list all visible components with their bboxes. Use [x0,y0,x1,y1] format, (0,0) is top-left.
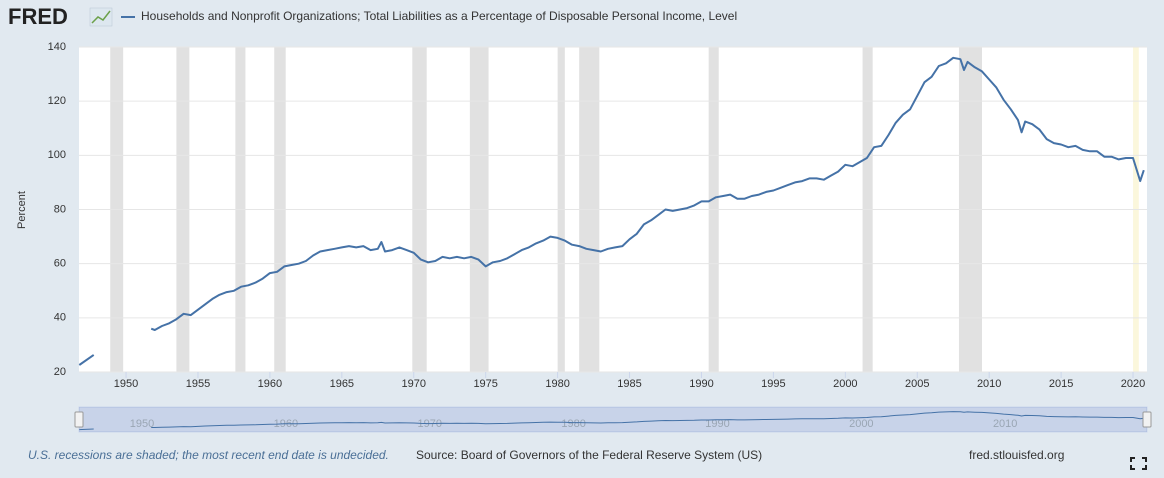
source: Source: Board of Governors of the Federa… [416,448,762,462]
fullscreen-button[interactable] [1130,457,1147,470]
logo-icon [89,7,113,27]
x-tick-label: 1955 [186,378,210,390]
x-tick-label: 2005 [905,378,929,390]
logo: FRED [8,4,68,29]
y-tick-label: 140 [48,41,66,53]
site: fred.stlouisfed.org [969,448,1064,462]
y-tick-label: 80 [54,203,66,215]
x-tick-label: 2015 [1049,378,1073,390]
x-tick-label: 2000 [833,378,857,390]
x-tick-label: 1990 [689,378,713,390]
x-tick-label: 1980 [545,378,569,390]
legend-label: Households and Nonprofit Organizations; … [141,9,737,23]
navigator-tick-label: 2000 [849,418,873,430]
y-tick-label: 40 [54,312,66,324]
x-tick-label: 1985 [617,378,641,390]
footnote: U.S. recessions are shaded; the most rec… [28,448,389,462]
y-tick-label: 20 [54,366,66,378]
data-line [79,411,1144,431]
x-tick-label: 1950 [114,378,138,390]
navigator-tick-label: 2010 [993,418,1017,430]
x-tick-label: 1975 [473,378,497,390]
x-tick-label: 2010 [977,378,1001,390]
x-tick-label: 1965 [330,378,354,390]
y-axis-label: Percent [16,191,28,229]
navigator-tick-label: 1980 [561,418,585,430]
navigator-handle[interactable] [1142,411,1152,428]
navigator-tick-label: 1950 [130,418,154,430]
y-tick-label: 60 [54,258,66,270]
x-tick-label: 1970 [402,378,426,390]
data-line [78,56,1145,366]
x-tick-label: 1960 [258,378,282,390]
navigator-tick-label: 1990 [705,418,729,430]
navigator [78,406,1148,433]
x-tick-label: 2020 [1121,378,1145,390]
y-tick-label: 100 [48,149,66,161]
navigator-handle[interactable] [74,411,84,428]
y-tick-label: 120 [48,95,66,107]
navigator-window [79,407,1147,432]
x-tick-label: 1995 [761,378,785,390]
